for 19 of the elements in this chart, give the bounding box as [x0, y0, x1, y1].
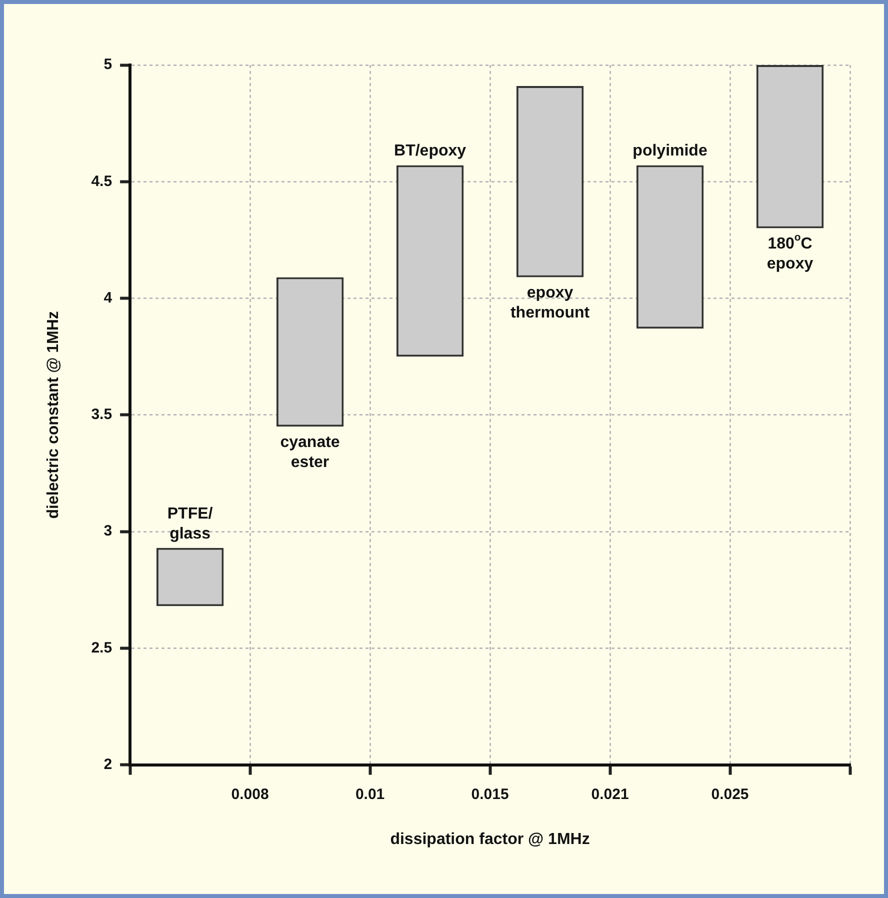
- text: 0.008: [231, 786, 269, 803]
- x-tick-label: PTFE/ glass: [167, 505, 214, 542]
- y-tick-label: 2.5: [91, 639, 112, 656]
- x-tick-label: epoxy thermount: [510, 284, 590, 322]
- y-tick-label: 5: [104, 56, 112, 74]
- y-tick-label: 3.5: [91, 406, 112, 424]
- y-axis-title: dielectric constant @ 1MHz: [45, 311, 62, 519]
- y-tick-label: 4.5: [91, 172, 112, 190]
- text: 0.01: [355, 786, 385, 803]
- y-tick-label: 4: [104, 289, 113, 306]
- x-axis-title: dissipation factor @ 1MHz: [390, 830, 590, 848]
- x-tick-label: cyanate ester: [280, 434, 340, 471]
- x-tick-label: BT/epoxy: [394, 142, 466, 160]
- text: 0.021: [591, 786, 629, 803]
- text: 0.015: [471, 786, 509, 803]
- text: 0.025: [711, 786, 749, 803]
- y-tick-label: 2: [104, 756, 112, 773]
- y-tick-label: 3: [104, 522, 112, 540]
- x-tick-label: polyimide: [632, 142, 708, 160]
